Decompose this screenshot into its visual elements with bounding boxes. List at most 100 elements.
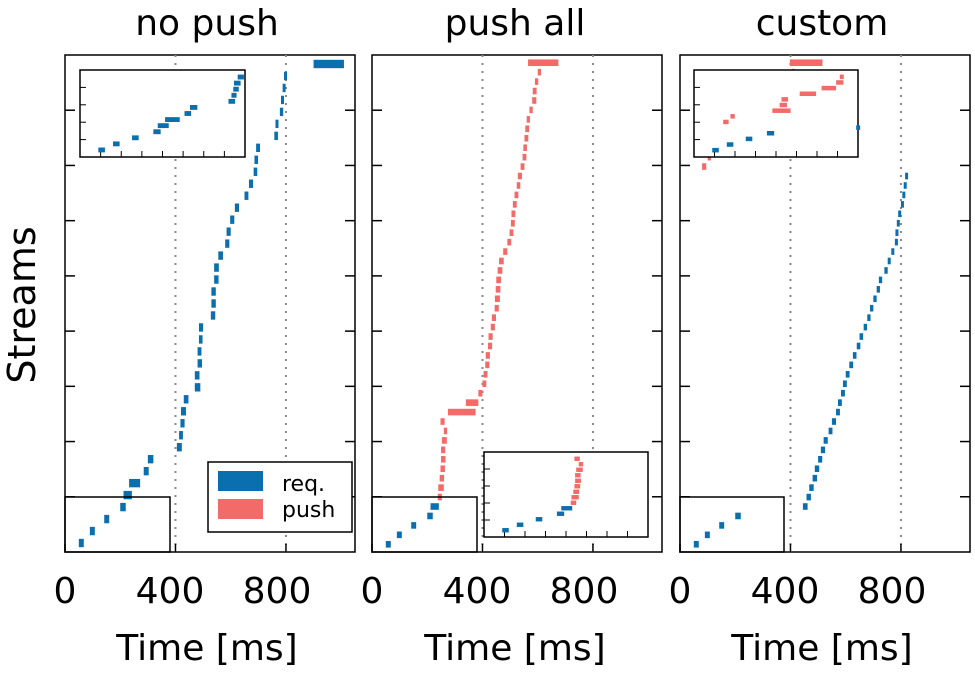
stream-bar — [385, 540, 391, 548]
stream-bar — [284, 71, 288, 81]
x-tick-label: 400 — [751, 571, 820, 612]
plot-frame — [64, 54, 356, 553]
inset — [693, 69, 861, 158]
stream-bar — [440, 465, 445, 473]
stream-bar — [902, 191, 906, 199]
stream-bar — [891, 248, 895, 255]
stream-bar — [194, 371, 200, 380]
stream-bar — [194, 383, 201, 392]
panel-no-push: no push Time [ms] 0 400 800 — [54, 3, 356, 669]
inset-stream-bar — [766, 130, 775, 136]
panel-title: push all — [445, 3, 586, 44]
stream-bar — [818, 455, 823, 463]
inset-stream-bar — [535, 517, 543, 522]
x-axis-label: Time [ms] — [115, 628, 297, 669]
inset-stream-bar — [502, 528, 509, 533]
stream-bar — [218, 251, 223, 260]
stream-bar — [198, 335, 203, 344]
plot-frame — [679, 54, 971, 553]
legend-swatch-push — [218, 499, 263, 519]
stream-bar — [253, 167, 258, 176]
stream-bar — [427, 512, 433, 520]
stream-bar — [214, 263, 219, 272]
stream-bar — [248, 179, 254, 188]
stream-bar — [841, 389, 845, 397]
stream-bar — [517, 172, 522, 180]
inset-stream-bar — [779, 102, 787, 108]
stream-bar — [176, 443, 182, 452]
stream-bar — [704, 531, 710, 539]
stream-bar — [534, 78, 539, 85]
stream-bar — [440, 418, 445, 425]
stream-bar — [814, 465, 820, 473]
stream-bar — [197, 347, 202, 356]
stream-bar — [430, 503, 439, 510]
stream-bar — [529, 106, 533, 114]
stream-bar — [522, 153, 527, 161]
stream-bar — [230, 215, 235, 224]
inset-stream-bar — [574, 456, 580, 461]
inset-stream-bar — [723, 119, 729, 125]
stream-bar — [443, 427, 448, 435]
x-tick-label: 0 — [54, 571, 77, 612]
stream-bar — [143, 466, 149, 476]
stream-bar — [859, 333, 864, 340]
panel-title: no push — [135, 3, 279, 44]
inset-stream-bar — [575, 473, 581, 478]
stream-bar — [836, 408, 840, 416]
stream-bar — [876, 286, 880, 293]
stream-bar — [878, 276, 883, 284]
inset-stream-bar — [113, 141, 120, 147]
stream-bar — [275, 119, 279, 129]
inset-stream-bar — [233, 86, 239, 92]
stream-bar — [898, 210, 902, 218]
stream-bar — [823, 437, 828, 444]
inset-stream-bar — [234, 80, 241, 86]
stream-bar — [488, 333, 493, 340]
x-tick-label: 800 — [243, 571, 312, 612]
stream-bar — [495, 286, 501, 293]
stream-bar — [197, 359, 202, 368]
stream-bar — [485, 361, 490, 369]
stream-bar — [499, 257, 504, 265]
stream-bar — [494, 295, 500, 303]
stream-bar — [483, 371, 488, 378]
stream-bar — [485, 352, 490, 359]
stream-bar — [439, 474, 445, 482]
stream-bar — [806, 493, 811, 501]
stream-bar — [789, 59, 823, 67]
stream-bar — [488, 342, 493, 350]
inset-stream-bar — [153, 129, 161, 135]
stream-bar — [411, 522, 417, 529]
stream-bar — [828, 427, 833, 435]
stream-bar — [873, 295, 877, 303]
inset-stream-bar — [228, 98, 236, 104]
panel-title: custom — [756, 3, 889, 44]
stream-bar — [226, 227, 231, 236]
stream-bar — [903, 182, 907, 189]
zoom-region — [64, 496, 171, 553]
stream-bar — [179, 431, 183, 440]
inset-stream-bar — [726, 142, 734, 147]
inset — [79, 69, 246, 158]
stream-bar — [525, 125, 530, 133]
inset-frame — [79, 69, 246, 158]
stream-bar — [894, 238, 898, 246]
inset-frame — [483, 451, 649, 538]
stream-bar — [123, 490, 132, 500]
stream-bar — [524, 134, 529, 142]
inset-stream-bar — [745, 136, 753, 142]
stream-bar — [514, 191, 519, 199]
stream-bar — [528, 59, 559, 67]
stream-bar — [863, 323, 867, 331]
inset-stream-bar — [772, 108, 791, 113]
inset-stream-bar — [839, 74, 844, 80]
inset-stream-bar — [821, 85, 837, 91]
stream-bar — [210, 311, 216, 320]
inset-stream-bar — [856, 125, 861, 130]
stream-bar — [523, 144, 527, 152]
stream-bar — [809, 484, 814, 491]
panel-custom: custom Time [ms] 0 400 800 — [669, 3, 971, 669]
legend: req. push — [207, 461, 353, 533]
